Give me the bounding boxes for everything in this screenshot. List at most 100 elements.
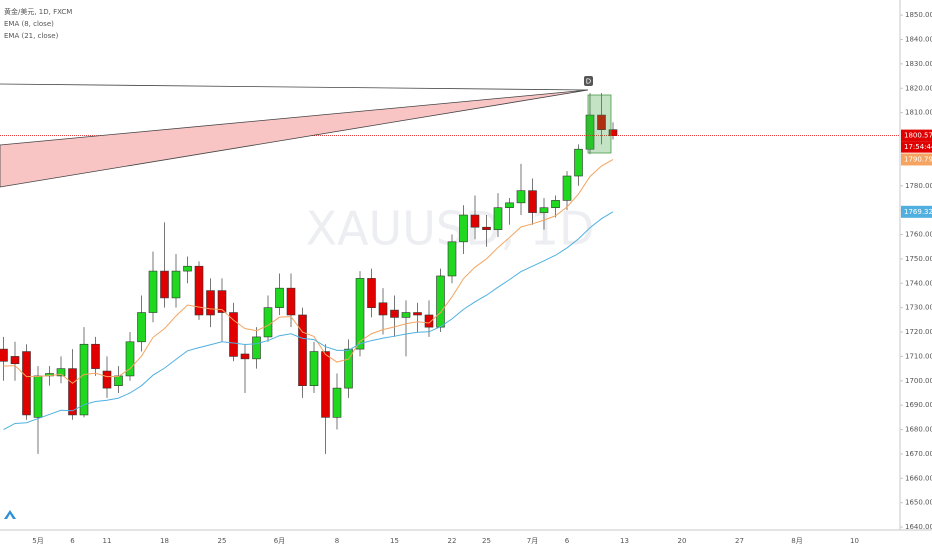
candle-body	[597, 114, 606, 130]
candle-body	[447, 241, 457, 277]
y-tick-label: 1690.00	[905, 401, 932, 409]
candle-body	[551, 200, 560, 209]
candle-body	[206, 290, 215, 316]
candle-body	[459, 214, 468, 243]
candle-body	[298, 314, 307, 386]
candle-body	[390, 309, 399, 318]
y-tick-label: 1680.00	[905, 426, 932, 434]
x-tick-label: 15	[390, 537, 399, 545]
candle-body	[355, 278, 365, 350]
candle-body	[33, 375, 43, 418]
x-tick-label: 10	[850, 537, 859, 545]
y-tick-label: 1700.00	[905, 377, 932, 385]
candle-body	[424, 314, 434, 328]
candle-body	[539, 207, 549, 213]
x-tick-label: 8月	[791, 537, 802, 545]
x-tick-label: 6月	[274, 537, 285, 545]
candle-body	[585, 114, 595, 150]
y-tick-label: 1780.00	[905, 182, 932, 190]
drawings: D	[0, 76, 612, 188]
candle-body	[344, 348, 353, 389]
candle-body	[482, 226, 491, 230]
candle-body	[321, 351, 330, 418]
candle-body	[79, 343, 89, 416]
legend-entry: EMA (21, close)	[4, 32, 59, 40]
candle-body	[470, 214, 480, 228]
x-tick-label: 5月	[32, 537, 43, 545]
candle-body	[160, 270, 169, 299]
y-tick-label: 1720.00	[905, 328, 932, 336]
x-tick-label: 20	[678, 537, 687, 545]
price-label: 1800.57	[904, 132, 932, 140]
candle-body	[505, 202, 514, 209]
candle-body	[309, 351, 319, 386]
x-tick-label: 8	[335, 537, 339, 545]
y-tick-label: 1730.00	[905, 304, 932, 312]
candle-body	[22, 351, 31, 416]
countdown-label: 17:54:44	[904, 143, 932, 151]
candle-body	[263, 307, 273, 338]
ema-label: 1769.32	[904, 208, 932, 216]
x-tick-label: 18	[160, 537, 169, 545]
candle-body	[194, 265, 204, 316]
y-tick-label: 1810.00	[905, 109, 932, 117]
candle-body	[413, 312, 422, 316]
ema-label-box	[901, 205, 932, 218]
y-tick-label: 1840.00	[905, 35, 932, 43]
x-tick-label: 25	[218, 537, 227, 545]
x-tick-label: 25	[482, 537, 491, 545]
x-tick-label: 6	[70, 537, 75, 545]
candle-body	[401, 312, 411, 318]
candle-body	[217, 290, 227, 313]
candle-body	[332, 387, 342, 418]
y-tick-label: 1650.00	[905, 499, 932, 507]
candle-body	[436, 275, 445, 328]
candle-body	[275, 287, 284, 308]
candle-body	[91, 343, 100, 369]
chart-title: 黄金/美元, 1D, FXCM	[4, 7, 72, 16]
candle-body	[0, 348, 8, 362]
triangle-drawing	[0, 89, 589, 188]
candle-body	[114, 375, 123, 386]
candle-body	[286, 287, 296, 316]
candle-body	[574, 148, 583, 177]
candle-body	[125, 341, 135, 377]
candle-body	[367, 278, 376, 308]
ema-line	[3, 159, 614, 384]
candle-body	[68, 368, 77, 416]
ema-line	[3, 211, 614, 431]
candle-body	[171, 270, 181, 299]
candle-body	[240, 353, 250, 360]
y-tick-label: 1660.00	[905, 474, 932, 482]
y-tick-label: 1760.00	[905, 231, 932, 239]
x-tick-label: 6	[565, 537, 570, 545]
logo	[4, 510, 16, 519]
candle-body	[516, 190, 526, 204]
candle-body	[562, 175, 572, 201]
candle-body	[10, 356, 20, 365]
y-tick-label: 1850.00	[905, 11, 932, 19]
x-tick-label: 22	[448, 537, 457, 545]
candle-body	[137, 312, 146, 343]
x-tick-label: 13	[620, 537, 629, 545]
legend-entry: EMA (8, close)	[4, 20, 54, 28]
candle-body	[148, 270, 158, 313]
y-tick-label: 1750.00	[905, 255, 932, 263]
price-label-box	[901, 129, 932, 142]
y-tick-label: 1710.00	[905, 352, 932, 360]
x-tick-label: 27	[735, 537, 744, 545]
candle-body	[493, 207, 503, 230]
annotation-box	[584, 76, 593, 86]
countdown-box	[901, 141, 932, 153]
candle-body	[102, 370, 112, 389]
candle-body	[378, 302, 388, 316]
candle-body	[252, 336, 261, 360]
ema-label-box	[901, 153, 932, 166]
x-tick-label: 7月	[527, 537, 538, 545]
y-tick-label: 1640.00	[905, 523, 932, 531]
y-tick-label: 1830.00	[905, 60, 932, 68]
range-box	[587, 94, 612, 154]
candle-body	[229, 312, 238, 357]
